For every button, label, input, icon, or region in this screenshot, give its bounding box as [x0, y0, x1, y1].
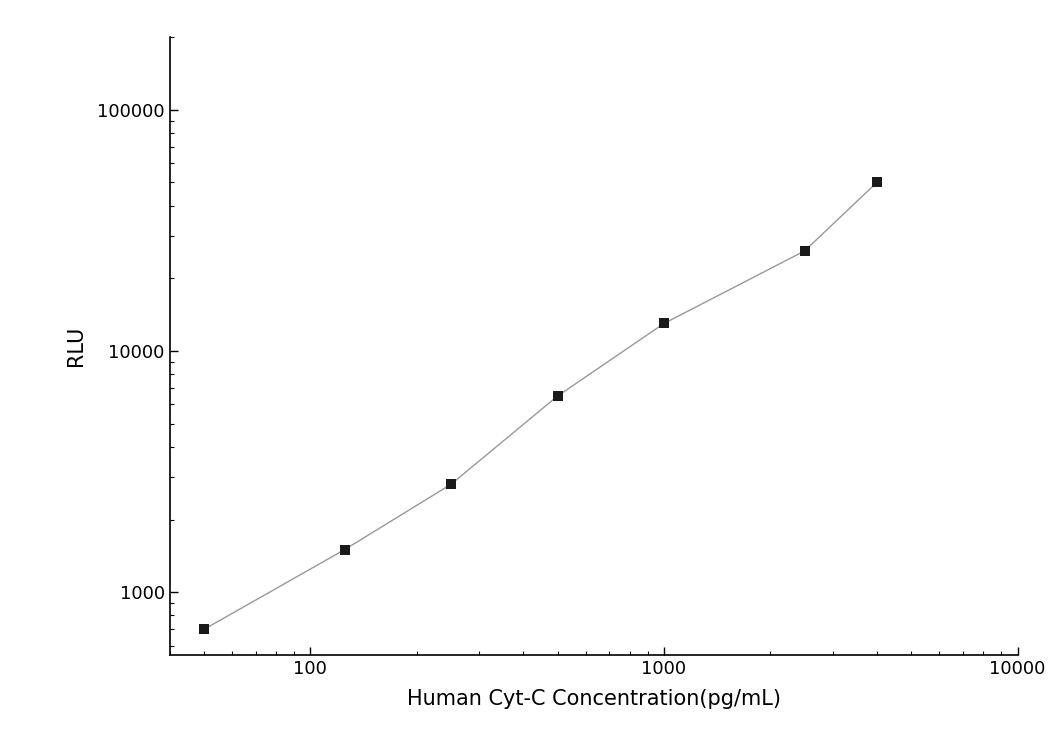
X-axis label: Human Cyt-C Concentration(pg/mL): Human Cyt-C Concentration(pg/mL): [407, 689, 780, 709]
Y-axis label: RLU: RLU: [66, 326, 86, 366]
Point: [443, 478, 460, 490]
Point: [549, 390, 566, 402]
Point: [195, 623, 212, 635]
Point: [336, 544, 353, 556]
Point: [655, 318, 672, 330]
Point: [796, 245, 813, 257]
Point: [868, 176, 885, 188]
